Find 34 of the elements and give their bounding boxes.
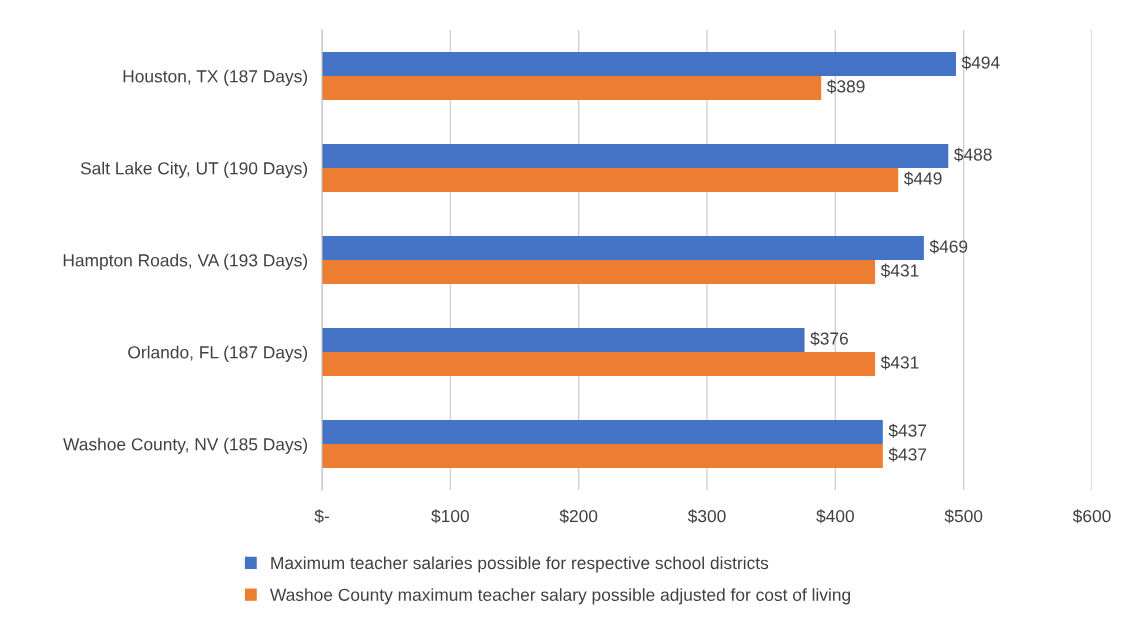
bar: [322, 76, 822, 100]
bar: [322, 144, 949, 168]
data-label: $449: [903, 171, 942, 186]
data-label: $431: [880, 263, 919, 278]
data-label: $494: [961, 55, 1000, 70]
data-label: $469: [929, 239, 968, 254]
x-tick-label: $500: [944, 509, 983, 524]
bar: [322, 236, 924, 260]
data-label: $376: [810, 331, 848, 346]
y-tick-label: Washoe County, NV (185 Days): [63, 437, 308, 454]
data-label: $437: [888, 423, 927, 438]
x-tick-label: $100: [431, 509, 469, 524]
x-tick-label: $400: [816, 509, 854, 524]
bar: [322, 328, 805, 352]
y-tick-label: Orlando, FL (187 Days): [128, 345, 308, 362]
data-label: $437: [888, 447, 927, 462]
bar: [322, 352, 876, 376]
x-tick-label: $200: [559, 509, 598, 524]
bar: [322, 168, 899, 192]
y-tick-label: Hampton Roads, VA (193 Days): [63, 253, 308, 270]
bar: [322, 52, 956, 76]
data-label: $431: [880, 355, 919, 370]
y-tick-label: Salt Lake City, UT (190 Days): [80, 161, 308, 178]
data-label: $389: [826, 79, 865, 94]
x-tick-label: $-: [314, 509, 329, 524]
bar: [322, 260, 876, 284]
legend-label: Maximum teacher salaries possible for respective school districts: [271, 556, 769, 573]
data-label: $488: [954, 147, 992, 162]
x-tick-label: $600: [1072, 509, 1111, 524]
bar: [322, 420, 883, 444]
y-tick-label: Houston, TX (187 Days): [123, 69, 308, 86]
bar: [322, 444, 883, 468]
x-tick-label: $300: [687, 509, 726, 524]
legend-label: Washoe County maximum teacher salary possible adjusted for cost of living: [270, 588, 851, 605]
